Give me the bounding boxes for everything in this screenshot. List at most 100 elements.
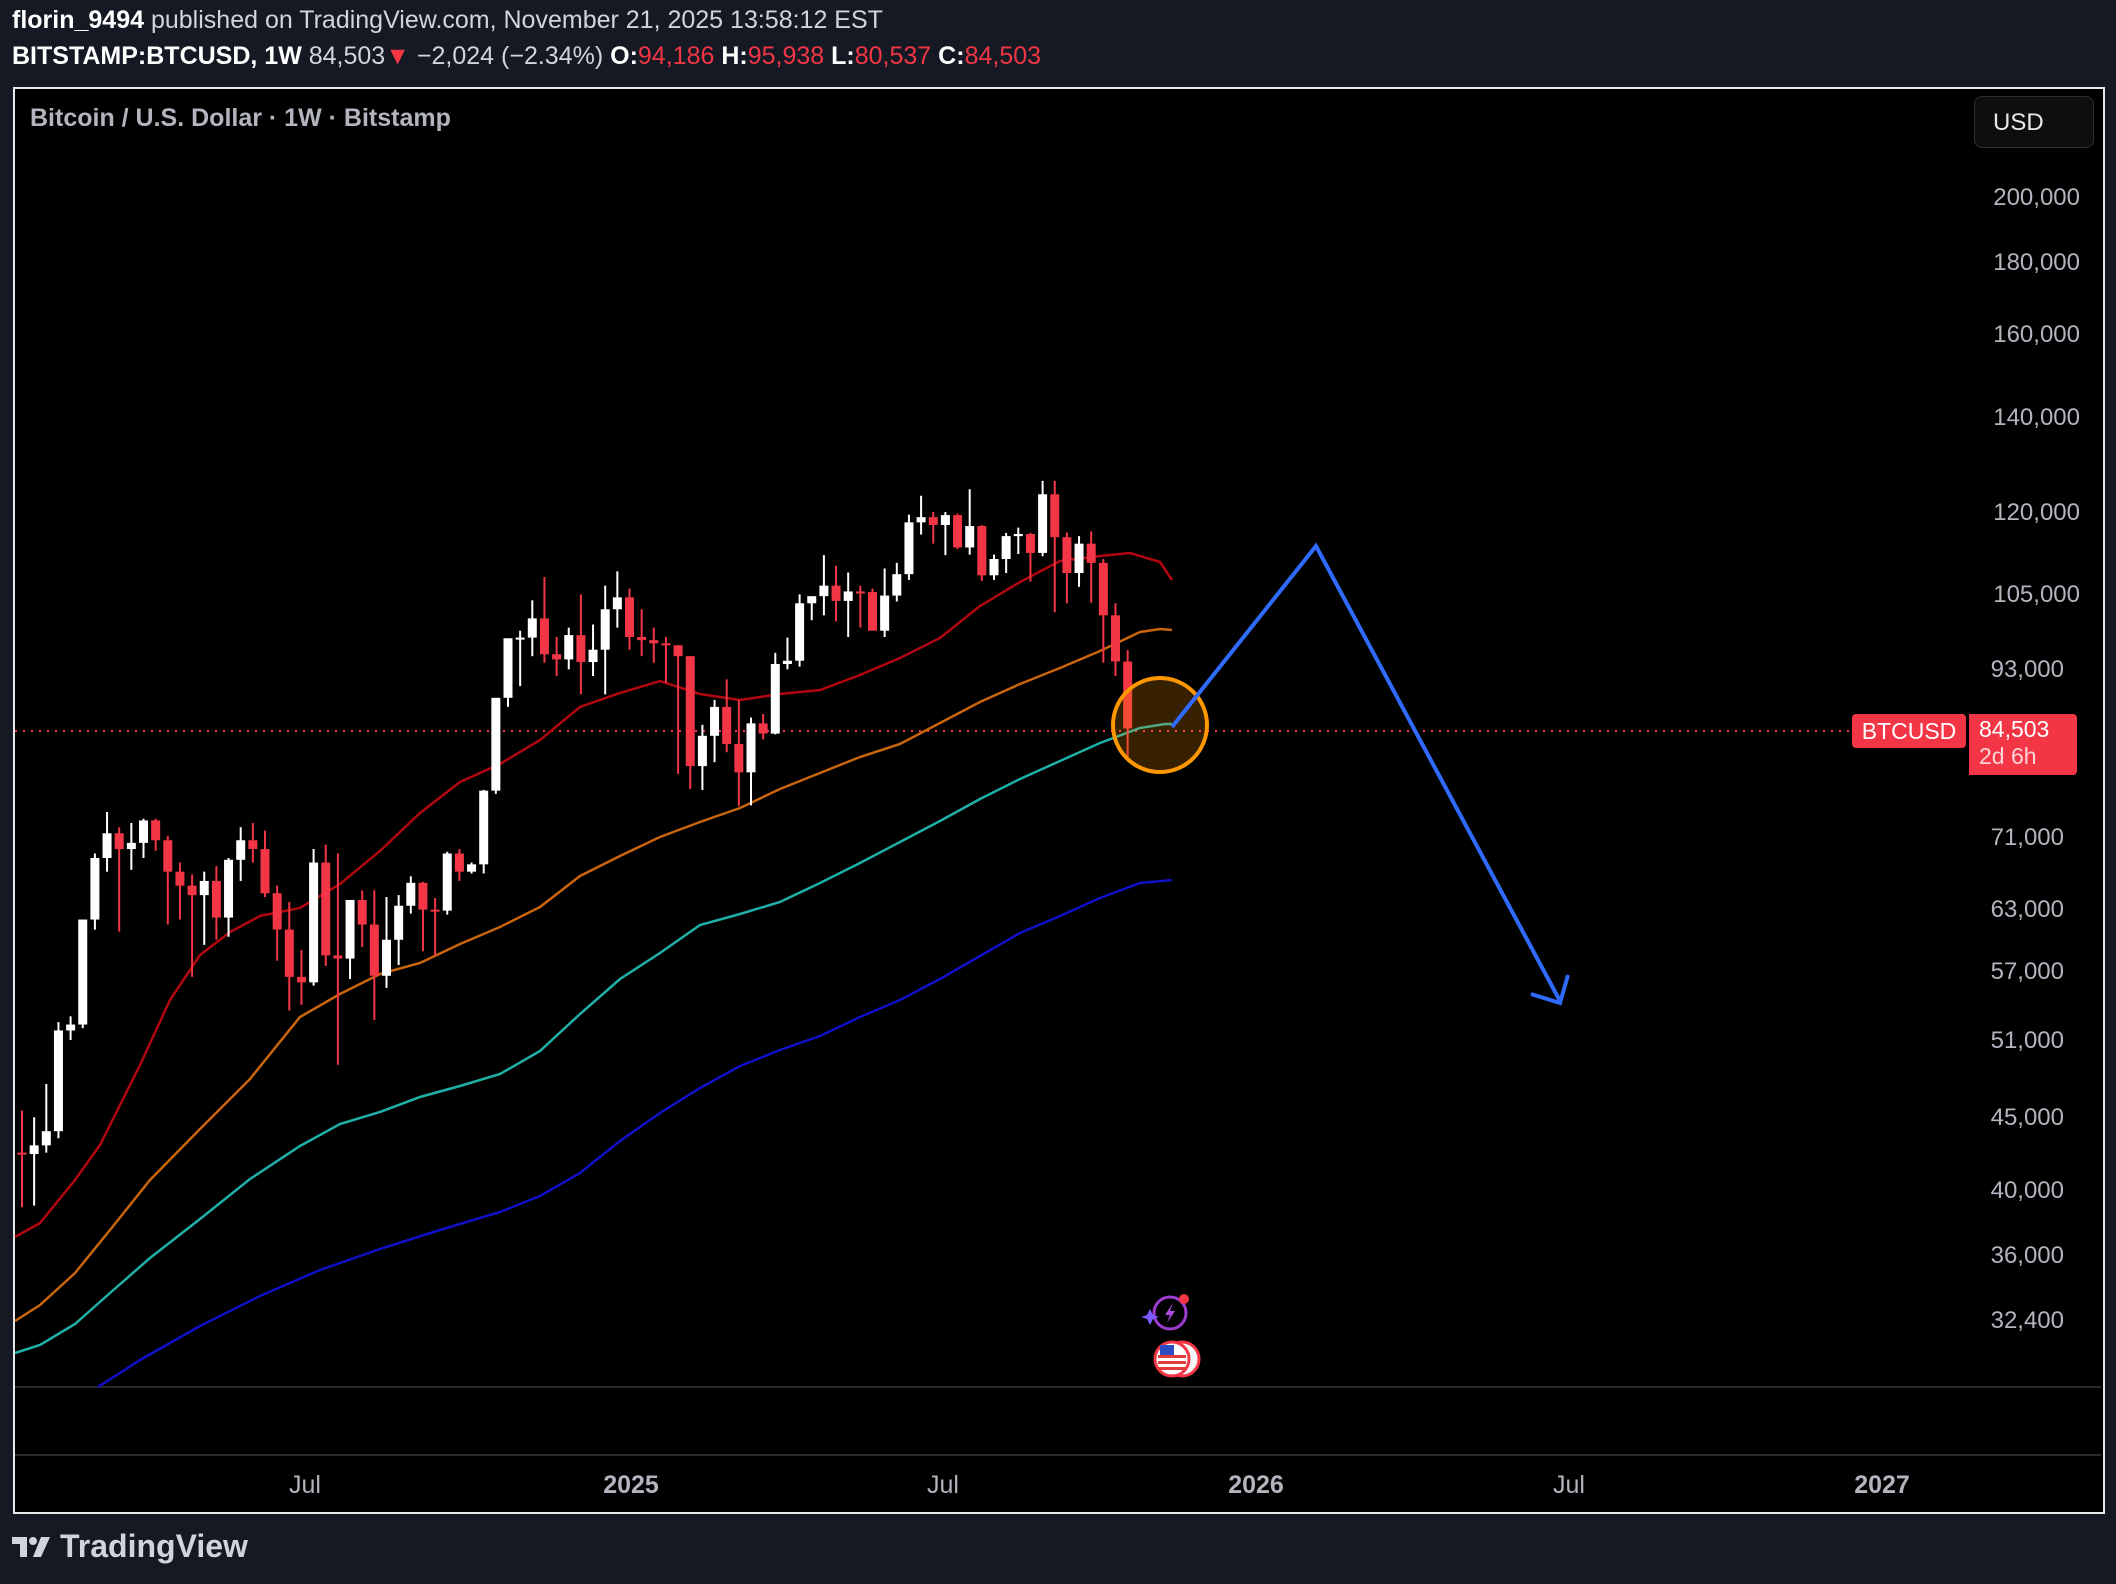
- last-price: 84,503: [308, 42, 386, 70]
- x-tick: 2025: [603, 1471, 659, 1499]
- y-tick: 160,000: [1993, 321, 2080, 348]
- candle-body: [710, 706, 720, 736]
- candle-body: [1038, 494, 1048, 553]
- candle-body: [819, 585, 829, 597]
- last-price-tag: 84,503 2d 6h: [1969, 714, 2077, 775]
- low-label: L:: [831, 42, 855, 70]
- candle-body: [248, 840, 258, 850]
- candle-body: [151, 820, 161, 841]
- candle-body: [722, 706, 732, 744]
- candle-body: [41, 1131, 51, 1146]
- x-tick: Jul: [289, 1471, 321, 1499]
- candle-body: [588, 649, 598, 663]
- projection-arrow-head-icon: [1530, 974, 1570, 1006]
- candle-body: [552, 654, 562, 660]
- highlight-circle[interactable]: [1111, 676, 1209, 774]
- published-text: published on TradingView.com, November 2…: [150, 6, 883, 34]
- chart-frame[interactable]: [13, 87, 2105, 1514]
- candle-body: [953, 515, 963, 548]
- candle-body: [321, 862, 331, 956]
- y-tick: 105,000: [1993, 581, 2080, 608]
- candle-body: [855, 591, 865, 594]
- y-tick: 32,400: [1991, 1307, 2064, 1334]
- low-value: 80,537: [854, 42, 932, 70]
- close-value: 84,503: [964, 42, 1042, 70]
- candle-body: [807, 596, 817, 604]
- candle-body: [1050, 494, 1060, 538]
- y-tick: 93,000: [1991, 656, 2064, 683]
- candle-body: [442, 853, 452, 911]
- price-axis[interactable]: 200,000 180,000 160,000 140,000 120,000 …: [1991, 184, 2080, 1334]
- candle-body: [284, 929, 294, 977]
- candle-body: [625, 597, 634, 637]
- y-tick: 45,000: [1991, 1104, 2064, 1131]
- symbol-info-bar: BITSTAMP:BTCUSD, 1W 84,503▼ −2,024 (−2.3…: [12, 42, 1041, 71]
- chart-title: Bitcoin / U.S. Dollar · 1W · Bitstamp: [30, 104, 451, 132]
- y-tick: 57,000: [1991, 958, 2064, 985]
- candle-body: [892, 574, 902, 596]
- candle-body: [977, 526, 987, 576]
- y-tick: 71,000: [1991, 824, 2064, 851]
- candle-body: [527, 618, 537, 638]
- candle-body: [187, 885, 197, 896]
- earnings-lightning-icon[interactable]: [1141, 1294, 1189, 1331]
- y-tick: 200,000: [1993, 184, 2080, 211]
- candle-body: [175, 871, 185, 886]
- candle-body: [880, 595, 890, 631]
- x-tick: 2026: [1228, 1471, 1284, 1499]
- candle-body: [1013, 533, 1023, 537]
- symbol-price-tag: BTCUSD: [1852, 714, 1966, 748]
- candle-body: [661, 643, 671, 646]
- currency-button[interactable]: USD: [1974, 96, 2094, 148]
- projection-path[interactable]: [1170, 542, 1562, 1002]
- candle-body: [345, 899, 355, 959]
- candle-body: [102, 833, 112, 859]
- candle-body: [904, 522, 914, 575]
- ma-orange-line: [14, 627, 1173, 1323]
- candle-body: [746, 723, 756, 773]
- candle-body: [418, 882, 428, 910]
- candle-body: [394, 905, 404, 940]
- candle-body: [126, 842, 136, 850]
- y-tick: 63,000: [1991, 896, 2064, 923]
- candle-body: [1062, 537, 1072, 574]
- brand-name: TradingView: [60, 1528, 248, 1564]
- candle-body: [1001, 536, 1011, 560]
- candle-body: [564, 635, 574, 660]
- candle-body: [224, 859, 234, 918]
- candle-body: [734, 743, 744, 773]
- candle-body: [503, 638, 513, 698]
- candle-body: [539, 618, 549, 655]
- candle-body: [770, 664, 780, 734]
- candle-body: [78, 919, 88, 1025]
- author-name[interactable]: florin_9494: [12, 6, 145, 34]
- candle-body: [163, 840, 173, 872]
- candle-body: [576, 635, 586, 663]
- candle-body: [612, 597, 622, 610]
- tradingview-logo[interactable]: TradingView: [12, 1528, 248, 1565]
- candle-body: [831, 585, 841, 601]
- publish-info: florin_9494 published on TradingView.com…: [12, 6, 883, 35]
- candle-body: [369, 924, 379, 976]
- economic-event-us-flag-icon[interactable]: [1153, 1340, 1201, 1378]
- candle-body: [467, 864, 477, 872]
- candle-body: [697, 735, 707, 767]
- ma-navy-line: [97, 878, 1173, 1389]
- bar-countdown: 2d 6h: [1979, 743, 2037, 769]
- candle-body: [916, 517, 926, 523]
- candle-body: [272, 893, 282, 930]
- candle-body: [637, 636, 647, 641]
- y-tick: 36,000: [1991, 1242, 2064, 1269]
- candle-body: [211, 880, 221, 918]
- ma-teal-line: [14, 722, 1172, 1355]
- candle-body: [29, 1145, 39, 1155]
- candle-body: [309, 862, 319, 983]
- time-axis[interactable]: Jul 2025 Jul 2026 Jul 2027: [289, 1471, 1910, 1499]
- candle-body: [673, 645, 683, 657]
- candle-body: [1123, 661, 1133, 729]
- candle-body: [454, 853, 464, 872]
- y-tick: 140,000: [1993, 404, 2080, 431]
- candle-body: [236, 840, 246, 860]
- ma-red-line: [14, 551, 1174, 1239]
